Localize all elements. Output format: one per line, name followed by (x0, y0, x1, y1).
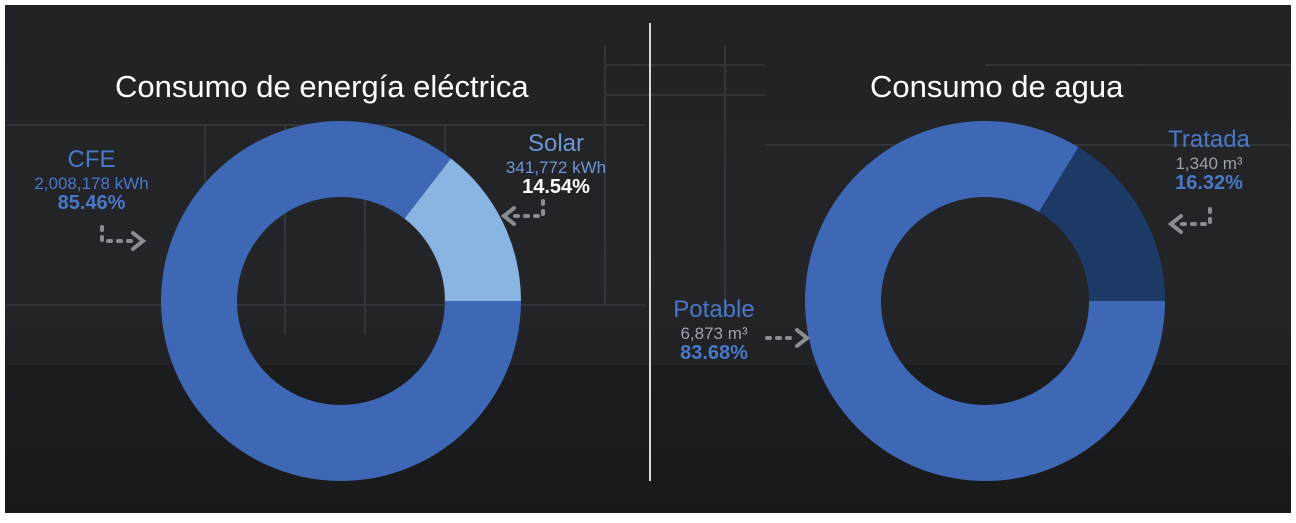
tratada-value-label: 1,340 m³ (1175, 154, 1243, 173)
tratada-slice (1038, 147, 1165, 301)
potable-arrow-icon (765, 328, 811, 348)
pointer-arrows (100, 199, 1212, 348)
solar-name-label: Solar (527, 130, 585, 157)
solar-percent-label: 14.54% (522, 176, 590, 198)
energy-chart-title: Consumo de energía eléctrica (115, 69, 529, 104)
cfe-slice (161, 121, 521, 482)
potable-label-group: Potable 6,873 m³ 83.68% (655, 296, 773, 364)
water-donut-chart (805, 120, 1165, 482)
energy-donut-chart (161, 121, 521, 482)
solar-slice (404, 158, 521, 301)
tratada-arrow-icon (1167, 207, 1212, 234)
tratada-label-group: Tratada 1,340 m³ 16.32% (1153, 126, 1265, 194)
tratada-name-label: Tratada (1168, 126, 1250, 153)
potable-name-label: Potable (673, 296, 755, 323)
tratada-percent-label: 16.32% (1175, 172, 1243, 194)
cfe-name-label: CFE (67, 146, 116, 173)
potable-value-label: 6,873 m³ (680, 324, 748, 343)
water-chart-title: Consumo de agua (870, 69, 1124, 104)
cfe-arrow-icon (100, 225, 147, 251)
potable-percent-label: 83.68% (680, 342, 748, 364)
potable-slice (805, 120, 1165, 482)
cfe-percent-label: 85.46% (57, 192, 126, 214)
solar-arrow-icon (500, 199, 545, 226)
solar-value-label: 341,772 kWh (505, 158, 607, 177)
solar-label-group: Solar 341,772 kWh 14.54% (491, 130, 621, 198)
infographic-panel: Consumo de energía eléctrica Consumo de … (5, 5, 1291, 513)
cfe-value-label: 2,008,178 kWh (34, 174, 149, 193)
cfe-label-group: CFE 2,008,178 kWh 85.46% (19, 146, 164, 214)
center-divider (649, 23, 651, 481)
